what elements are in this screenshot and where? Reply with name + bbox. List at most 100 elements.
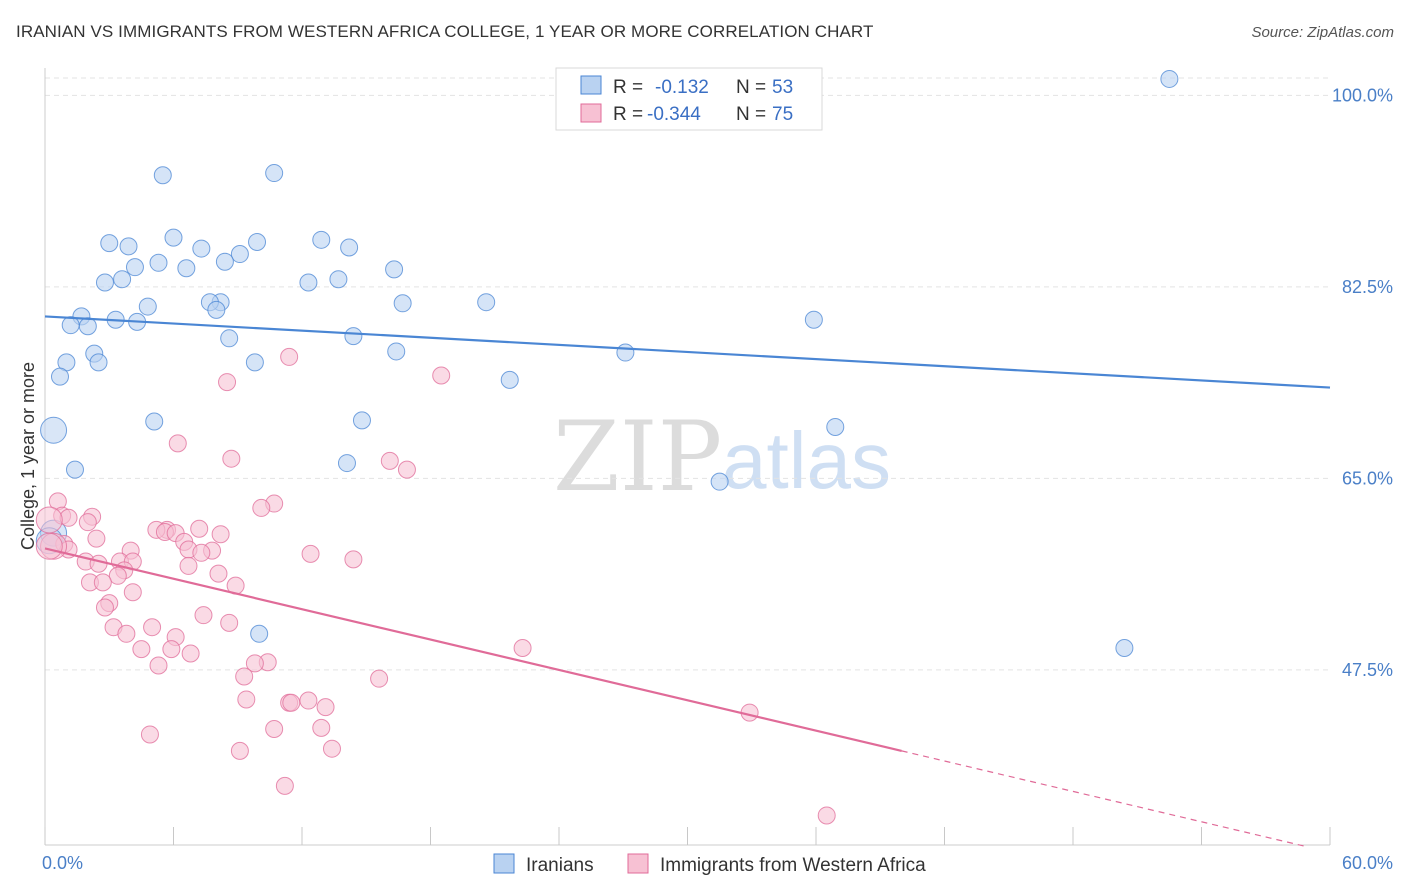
legend-r-value-wafrica: -0.344: [647, 104, 701, 125]
point-iranians: [207, 300, 226, 319]
point-iranians: [230, 245, 249, 264]
point-wafrica: [132, 640, 151, 659]
legend-swatch-wafrica: [580, 103, 602, 123]
legend-n-label: N =: [736, 104, 766, 125]
axes: [44, 68, 1331, 846]
point-iranians: [477, 293, 496, 312]
point-wafrica: [275, 776, 294, 795]
point-iranians: [138, 297, 157, 316]
correlation-legend: R = -0.132 N = 53 R = -0.344 N = 75: [555, 67, 823, 131]
point-iranians: [125, 258, 144, 277]
point-iranians: [40, 416, 68, 444]
point-iranians: [245, 353, 264, 372]
trend-lines: [44, 315, 1331, 847]
point-wafrica: [301, 544, 320, 563]
point-wafrica: [380, 451, 399, 470]
series-legend-swatch-iranians: [493, 853, 515, 874]
point-iranians: [153, 166, 172, 185]
point-iranians: [352, 411, 371, 430]
point-wafrica: [316, 698, 335, 717]
point-iranians: [387, 342, 406, 361]
watermark-zip: ZIP: [553, 401, 722, 513]
point-iranians: [177, 259, 196, 278]
point-wafrica: [168, 434, 187, 453]
point-iranians: [1115, 639, 1134, 658]
trend-line-extension-wafrica: [901, 750, 1305, 847]
legend-n-label: N =: [736, 77, 766, 98]
point-wafrica: [282, 693, 301, 712]
point-iranians: [215, 252, 234, 271]
x-tick-label: 0.0%: [42, 853, 83, 873]
series-legend-swatch-wafrica: [627, 853, 649, 874]
point-wafrica: [237, 690, 256, 709]
point-iranians: [337, 454, 356, 473]
y-tick-label: 82.5%: [1342, 277, 1393, 297]
legend-r-label: R =: [613, 104, 643, 125]
y-axis-label: College, 1 year or more: [18, 362, 38, 550]
point-iranians: [78, 317, 97, 336]
point-wafrica: [397, 460, 416, 479]
y-tick-labels: 100.0% 82.5% 65.0% 47.5%: [1332, 85, 1393, 680]
point-wafrica: [220, 613, 239, 632]
point-wafrica: [162, 640, 181, 659]
point-wafrica: [108, 566, 127, 585]
point-iranians: [250, 624, 269, 643]
point-iranians: [500, 370, 519, 389]
y-tick-label: 100.0%: [1332, 85, 1393, 105]
point-iranians: [1160, 69, 1179, 88]
point-iranians: [89, 353, 108, 372]
point-wafrica: [149, 656, 168, 675]
point-iranians: [100, 234, 119, 253]
point-iranians: [119, 237, 138, 256]
point-iranians: [192, 239, 211, 258]
point-iranians: [265, 164, 284, 183]
point-iranians: [312, 230, 331, 249]
point-wafrica: [93, 573, 112, 592]
point-wafrica: [95, 598, 114, 617]
point-iranians: [220, 329, 239, 348]
point-wafrica: [117, 624, 136, 643]
point-iranians: [164, 228, 183, 247]
point-wafrica: [78, 513, 97, 532]
point-wafrica: [211, 525, 230, 544]
source-credit: Source: ZipAtlas.com: [1251, 24, 1394, 41]
y-tick-label: 47.5%: [1342, 660, 1393, 680]
data-points: [35, 69, 1179, 825]
series-legend-label-wafrica: Immigrants from Western Africa: [660, 855, 926, 876]
point-iranians: [616, 343, 635, 362]
point-iranians: [344, 327, 363, 346]
point-wafrica: [87, 529, 106, 548]
point-iranians: [826, 417, 845, 436]
point-wafrica: [89, 554, 108, 573]
point-wafrica: [140, 725, 159, 744]
point-wafrica: [209, 564, 228, 583]
series-legend: Iranians Immigrants from Western Africa: [493, 853, 926, 876]
point-iranians: [50, 367, 69, 386]
point-iranians: [385, 260, 404, 279]
point-wafrica: [817, 806, 836, 825]
watermark: ZIP atlas: [553, 401, 891, 513]
chart-title: IRANIAN VS IMMIGRANTS FROM WESTERN AFRIC…: [16, 22, 874, 41]
point-wafrica: [230, 741, 249, 760]
point-wafrica: [265, 719, 284, 738]
point-wafrica: [513, 639, 532, 658]
legend-n-value-wafrica: 75: [772, 104, 793, 125]
legend-swatch-iranians: [580, 75, 602, 95]
point-wafrica: [245, 654, 264, 673]
point-iranians: [299, 273, 318, 292]
legend-r-label: R =: [613, 77, 643, 98]
point-wafrica: [370, 669, 389, 688]
point-iranians: [340, 238, 359, 257]
point-wafrica: [235, 667, 254, 686]
point-wafrica: [143, 618, 162, 637]
point-wafrica: [192, 543, 211, 562]
point-wafrica: [280, 347, 299, 366]
legend-n-value-iranians: 53: [772, 77, 793, 98]
legend-row-iranians: R = -0.132 N = 53: [580, 75, 793, 98]
trend-line-iranians: [44, 315, 1331, 389]
trend-line-wafrica: [44, 547, 902, 752]
point-iranians: [248, 233, 267, 252]
point-wafrica: [432, 366, 451, 385]
point-iranians: [329, 270, 348, 289]
